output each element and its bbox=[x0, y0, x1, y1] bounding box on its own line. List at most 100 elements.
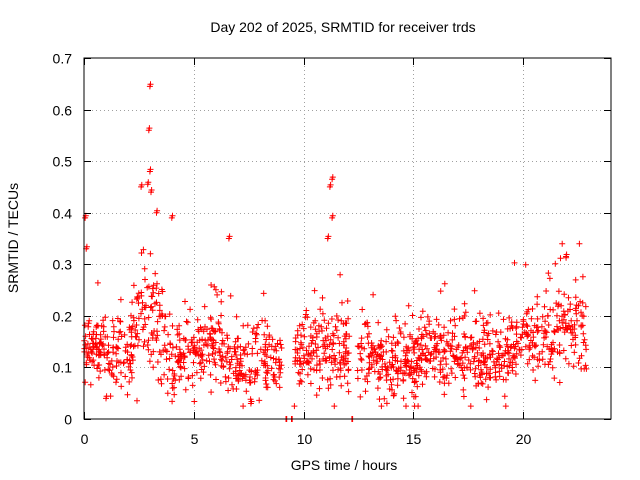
data-point bbox=[476, 310, 483, 317]
data-point bbox=[294, 346, 300, 353]
data-point bbox=[215, 320, 222, 327]
data-point bbox=[388, 364, 395, 371]
data-point bbox=[139, 326, 146, 333]
data-point bbox=[121, 331, 128, 338]
data-point bbox=[544, 343, 551, 350]
data-point bbox=[226, 359, 233, 366]
data-point bbox=[496, 368, 503, 375]
data-point bbox=[113, 363, 120, 369]
y-axis-label: SRMTID / TECUs bbox=[5, 183, 21, 293]
data-point bbox=[533, 342, 540, 349]
data-point bbox=[576, 240, 583, 247]
data-point bbox=[169, 212, 176, 219]
data-point bbox=[392, 354, 399, 361]
data-point bbox=[370, 291, 377, 298]
data-point bbox=[462, 334, 469, 341]
data-point bbox=[129, 357, 136, 364]
data-point bbox=[519, 324, 526, 331]
data-point bbox=[128, 351, 135, 358]
data-point bbox=[545, 322, 552, 328]
data-point bbox=[407, 331, 413, 338]
data-point bbox=[184, 319, 191, 326]
data-point bbox=[485, 384, 492, 391]
data-point bbox=[115, 336, 122, 343]
data-point bbox=[206, 330, 213, 337]
data-point bbox=[474, 349, 481, 356]
data-point bbox=[542, 318, 549, 325]
data-point bbox=[129, 299, 136, 306]
data-point bbox=[176, 330, 183, 337]
data-point bbox=[291, 403, 298, 410]
data-point bbox=[462, 344, 469, 351]
data-point bbox=[539, 313, 546, 320]
data-point bbox=[479, 336, 486, 343]
data-point bbox=[451, 306, 458, 313]
data-point bbox=[448, 370, 455, 377]
data-point bbox=[313, 362, 320, 369]
data-point bbox=[138, 181, 145, 188]
data-point bbox=[441, 348, 448, 354]
data-point bbox=[424, 313, 431, 320]
data-point bbox=[520, 318, 527, 325]
data-point bbox=[560, 324, 567, 331]
data-point bbox=[367, 350, 374, 357]
data-point bbox=[565, 294, 572, 301]
data-point bbox=[529, 352, 536, 359]
data-point bbox=[261, 331, 268, 338]
data-point bbox=[342, 348, 349, 355]
data-point bbox=[517, 352, 524, 359]
data-point bbox=[462, 354, 469, 361]
x-tick-label: 20 bbox=[516, 431, 532, 447]
data-point bbox=[577, 298, 584, 305]
data-point bbox=[548, 348, 555, 355]
data-point bbox=[374, 385, 381, 392]
data-point bbox=[441, 324, 448, 331]
data-point bbox=[84, 340, 91, 347]
data-point bbox=[313, 353, 320, 360]
data-point bbox=[300, 352, 307, 359]
data-point bbox=[276, 384, 283, 391]
data-point bbox=[211, 359, 218, 366]
data-point bbox=[269, 336, 276, 343]
data-point bbox=[210, 344, 216, 351]
data-point bbox=[484, 319, 491, 326]
data-point bbox=[578, 309, 584, 316]
data-point bbox=[124, 349, 131, 356]
data-point bbox=[563, 251, 570, 258]
data-point bbox=[470, 358, 477, 365]
data-point bbox=[502, 403, 509, 410]
data-point bbox=[134, 295, 141, 301]
data-point bbox=[198, 347, 205, 354]
data-point bbox=[194, 339, 201, 346]
data-point bbox=[541, 303, 548, 310]
data-point bbox=[557, 255, 564, 262]
data-point bbox=[465, 357, 472, 363]
data-point bbox=[321, 317, 328, 324]
data-point bbox=[427, 351, 434, 358]
data-point bbox=[245, 340, 252, 347]
data-point bbox=[190, 359, 197, 366]
data-point bbox=[461, 375, 468, 382]
data-point bbox=[437, 369, 444, 376]
data-point bbox=[306, 343, 312, 350]
data-point bbox=[234, 375, 241, 382]
data-point bbox=[141, 265, 148, 272]
data-point bbox=[296, 322, 303, 329]
data-point bbox=[456, 315, 463, 322]
data-point bbox=[298, 378, 305, 385]
data-point bbox=[578, 365, 585, 372]
data-point bbox=[128, 312, 134, 319]
data-point bbox=[391, 390, 398, 397]
data-point bbox=[135, 300, 142, 307]
data-point bbox=[424, 345, 430, 352]
data-point bbox=[132, 333, 139, 340]
data-point bbox=[572, 341, 579, 348]
data-point bbox=[409, 389, 415, 396]
data-point bbox=[495, 338, 502, 345]
data-point bbox=[402, 356, 409, 363]
data-point bbox=[547, 306, 554, 313]
data-point bbox=[343, 320, 350, 327]
data-point bbox=[490, 358, 497, 365]
data-point bbox=[517, 334, 524, 341]
data-point bbox=[440, 374, 446, 381]
